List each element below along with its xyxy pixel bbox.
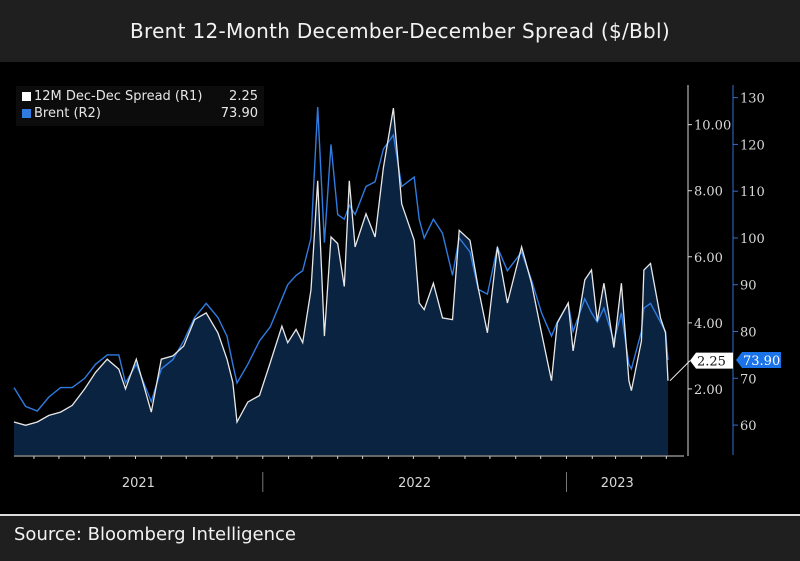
x-tick-label-2022: 2022 bbox=[398, 476, 431, 491]
title-bar: Brent 12-Month December-December Spread … bbox=[0, 0, 800, 62]
r2-tick-label: 100 bbox=[740, 232, 765, 247]
spread-area-fill bbox=[14, 108, 668, 455]
brent-last-value-tag bbox=[736, 352, 781, 369]
r1-tick-label: 6.00 bbox=[694, 251, 723, 266]
x-tick-label-2021: 2021 bbox=[122, 476, 155, 491]
r1-tick-label: 10.00 bbox=[694, 119, 731, 134]
legend-label-brent: Brent (R2) bbox=[34, 106, 101, 121]
legend-swatch-spread bbox=[22, 92, 31, 101]
r2-tick-label: 60 bbox=[740, 419, 757, 434]
legend: 12M Dec-Dec Spread (R1) 2.25 Brent (R2) … bbox=[16, 86, 264, 126]
r1-tick-label: 2.00 bbox=[694, 383, 723, 398]
r2-tick-label: 80 bbox=[740, 326, 757, 341]
spread-series-line bbox=[13, 107, 669, 426]
brent-last-value: 73.90 bbox=[743, 354, 780, 369]
legend-swatch-brent bbox=[22, 109, 31, 118]
r1-tick-label: 8.00 bbox=[694, 185, 723, 200]
footer: Source: Bloomberg Intelligence bbox=[0, 514, 800, 561]
source-text: Source: Bloomberg Intelligence bbox=[14, 524, 296, 545]
spread-last-value-leader bbox=[669, 360, 691, 382]
r1-tick-label: 4.00 bbox=[694, 317, 723, 332]
brent-series-line bbox=[13, 106, 669, 412]
r2-tick-label: 110 bbox=[740, 185, 765, 200]
chart-title: Brent 12-Month December-December Spread … bbox=[129, 19, 671, 43]
spread-last-value-tag bbox=[690, 352, 733, 369]
legend-item-spread: 12M Dec-Dec Spread (R1) 2.25 bbox=[22, 88, 258, 105]
r2-tick-label: 70 bbox=[740, 372, 757, 387]
x-tick-label-2023: 2023 bbox=[601, 476, 634, 491]
r2-tick-label: 120 bbox=[740, 138, 765, 153]
legend-item-brent: Brent (R2) 73.90 bbox=[22, 105, 258, 122]
r2-tick-label: 90 bbox=[740, 279, 757, 294]
spread-last-value: 2.25 bbox=[697, 355, 726, 370]
legend-label-spread: 12M Dec-Dec Spread (R1) bbox=[34, 89, 203, 104]
legend-value-spread: 2.25 bbox=[229, 89, 258, 104]
r2-tick-label: 130 bbox=[740, 92, 765, 107]
legend-value-brent: 73.90 bbox=[220, 106, 258, 121]
